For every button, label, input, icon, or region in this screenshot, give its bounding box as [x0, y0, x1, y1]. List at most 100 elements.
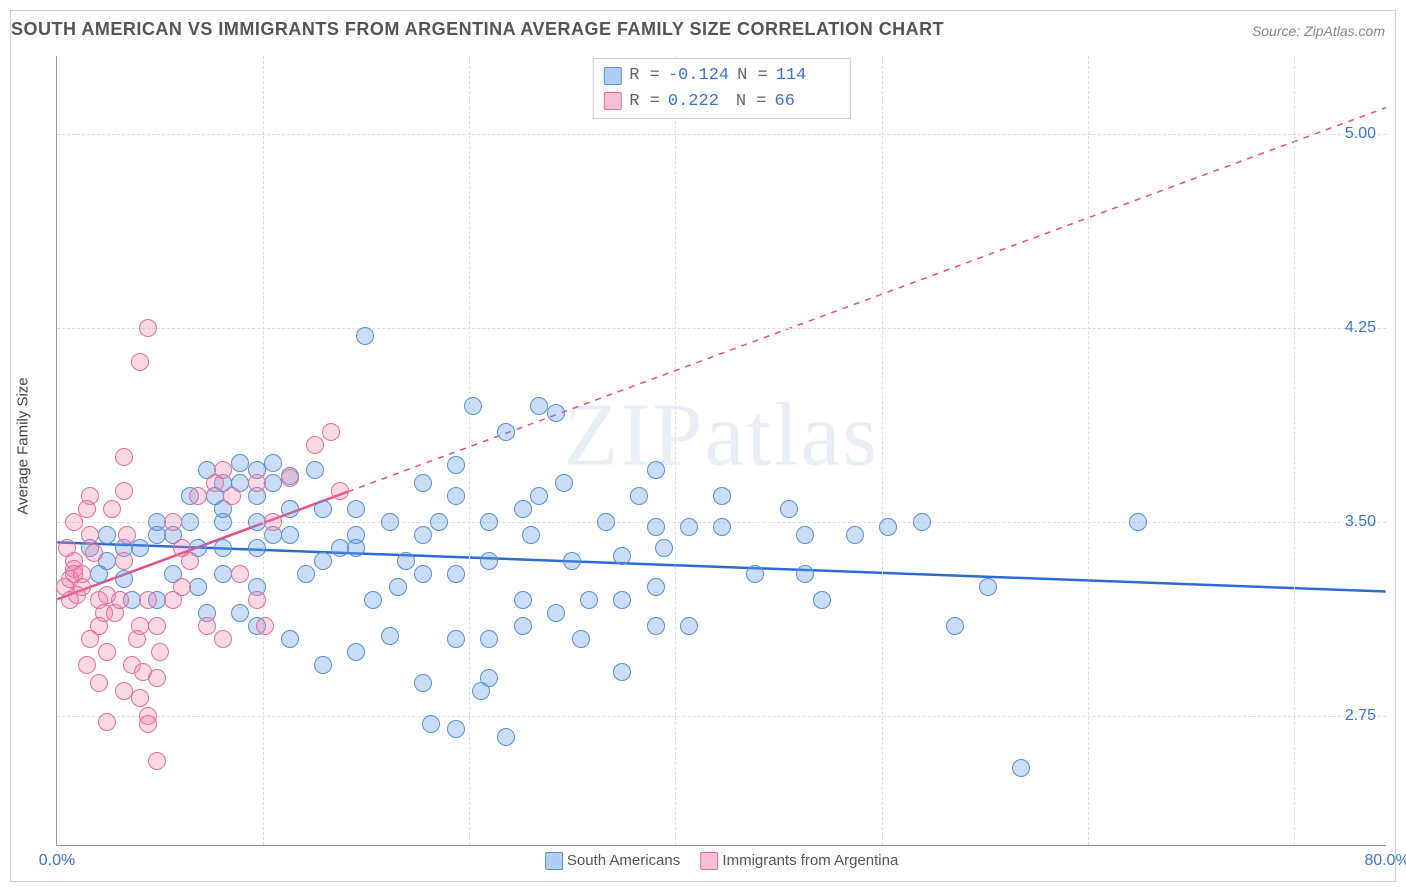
data-point: [397, 552, 415, 570]
data-point: [680, 518, 698, 536]
bottom-legend: South Americans Immigrants from Argentin…: [545, 852, 899, 870]
data-point: [189, 578, 207, 596]
data-point: [713, 487, 731, 505]
data-point: [111, 591, 129, 609]
data-point: [306, 436, 324, 454]
data-point: [256, 617, 274, 635]
data-point: [248, 539, 266, 557]
data-point: [613, 591, 631, 609]
data-point: [530, 487, 548, 505]
data-point: [264, 474, 282, 492]
data-point: [464, 397, 482, 415]
data-point: [98, 643, 116, 661]
N-value-pink: 66: [775, 89, 835, 115]
data-point: [480, 513, 498, 531]
legend-item-blue: South Americans: [545, 852, 681, 870]
data-point: [813, 591, 831, 609]
data-point: [148, 752, 166, 770]
gridline-v: [263, 56, 264, 845]
ytick-label: 3.50: [1345, 513, 1376, 531]
R-label: R =: [629, 89, 660, 115]
data-point: [580, 591, 598, 609]
data-point: [514, 617, 532, 635]
data-point: [181, 513, 199, 531]
data-point: [447, 487, 465, 505]
data-point: [613, 547, 631, 565]
data-point: [131, 689, 149, 707]
swatch-pink-icon: [700, 852, 718, 870]
data-point: [173, 539, 191, 557]
data-point: [281, 630, 299, 648]
data-point: [331, 539, 349, 557]
data-point: [913, 513, 931, 531]
data-point: [430, 513, 448, 531]
data-point: [164, 513, 182, 531]
data-point: [297, 565, 315, 583]
data-point: [58, 539, 76, 557]
data-point: [630, 487, 648, 505]
R-label: R =: [629, 63, 660, 89]
data-point: [78, 500, 96, 518]
data-point: [347, 500, 365, 518]
data-point: [85, 544, 103, 562]
data-point: [281, 500, 299, 518]
data-point: [214, 539, 232, 557]
data-point: [447, 630, 465, 648]
data-point: [447, 456, 465, 474]
data-point: [472, 682, 490, 700]
gridline-v: [882, 56, 883, 845]
data-point: [115, 448, 133, 466]
data-point: [214, 565, 232, 583]
data-point: [98, 526, 116, 544]
data-point: [746, 565, 764, 583]
data-point: [231, 604, 249, 622]
data-point: [514, 591, 532, 609]
N-value-blue: 114: [776, 63, 836, 89]
gridline-v: [1294, 56, 1295, 845]
data-point: [306, 461, 324, 479]
data-point: [248, 513, 266, 531]
data-point: [248, 474, 266, 492]
ytick-label: 5.00: [1345, 125, 1376, 143]
watermark: ZIPatlas: [564, 383, 880, 486]
data-point: [148, 617, 166, 635]
plot-area: ZIPatlas R = -0.124 N = 114 R = 0.222 N …: [56, 56, 1386, 846]
data-point: [796, 526, 814, 544]
data-point: [381, 627, 399, 645]
data-point: [414, 565, 432, 583]
data-point: [547, 404, 565, 422]
legend-label-pink: Immigrants from Argentina: [722, 852, 898, 869]
data-point: [281, 526, 299, 544]
data-point: [81, 526, 99, 544]
data-point: [115, 552, 133, 570]
data-point: [139, 715, 157, 733]
data-point: [613, 663, 631, 681]
data-point: [597, 513, 615, 531]
data-point: [497, 728, 515, 746]
data-point: [1012, 759, 1030, 777]
data-point: [90, 674, 108, 692]
data-point: [131, 353, 149, 371]
R-value-pink: 0.222: [668, 89, 728, 115]
xtick-label: 0.0%: [39, 852, 75, 870]
data-point: [314, 552, 332, 570]
gridline-v: [1088, 56, 1089, 845]
stats-row-pink: R = 0.222 N = 66: [603, 89, 835, 115]
R-value-blue: -0.124: [668, 63, 729, 89]
gridline-v: [469, 56, 470, 845]
data-point: [264, 454, 282, 472]
data-point: [572, 630, 590, 648]
data-point: [148, 669, 166, 687]
data-point: [131, 617, 149, 635]
data-point: [555, 474, 573, 492]
data-point: [214, 461, 232, 479]
y-axis-title: Average Family Size: [15, 377, 32, 514]
data-point: [647, 617, 665, 635]
data-point: [655, 539, 673, 557]
data-point: [264, 513, 282, 531]
data-point: [148, 513, 166, 531]
data-point: [151, 643, 169, 661]
data-point: [115, 482, 133, 500]
chart-container: SOUTH AMERICAN VS IMMIGRANTS FROM ARGENT…: [10, 10, 1396, 882]
data-point: [223, 487, 241, 505]
